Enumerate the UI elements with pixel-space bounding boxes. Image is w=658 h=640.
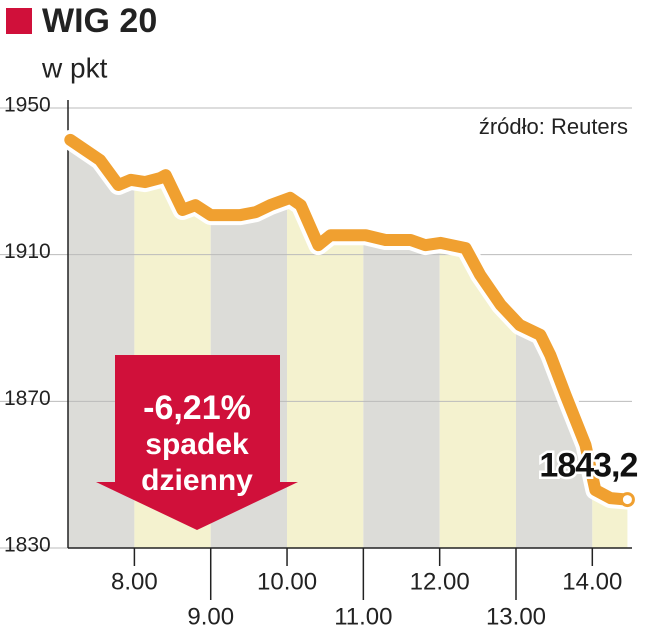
value-label: 1843,2	[539, 447, 637, 485]
band	[287, 139, 364, 548]
end-point	[619, 492, 635, 508]
x-tick-label: 8.00	[111, 568, 158, 595]
y-tick-label: 1870	[4, 387, 51, 410]
line	[64, 133, 634, 506]
x-tick-label: 9.00	[187, 603, 234, 630]
chart-subtitle: w pkt	[41, 52, 108, 83]
annotation: -6,21% spadek dzienny	[96, 355, 298, 530]
x-tick-label: 12.00	[410, 568, 470, 595]
title-marker	[6, 8, 32, 34]
x-tick-label: 10.00	[257, 568, 317, 595]
x-tick-label: 14.00	[562, 568, 622, 595]
y-tick-label: 1950	[4, 94, 51, 117]
y-tick-label: 1910	[4, 240, 51, 263]
band	[363, 139, 440, 548]
annotation-text: -6,21%	[143, 389, 251, 427]
x-tick-label: 13.00	[486, 603, 546, 630]
chart-title: WIG 20	[42, 2, 157, 40]
arrow	[96, 355, 298, 530]
x-tick-label: 11.00	[334, 603, 392, 630]
source-note: źródło: Reuters	[479, 114, 628, 139]
y-tick-label: 1830	[4, 534, 51, 557]
plot: 1830 1870 1910 1950 8.00 9.00 10.00 11.00 12.00 1…	[0, 94, 641, 630]
annotation-text: spadek	[145, 428, 249, 461]
band	[439, 139, 516, 548]
annotation-text: dzienny	[141, 464, 253, 497]
